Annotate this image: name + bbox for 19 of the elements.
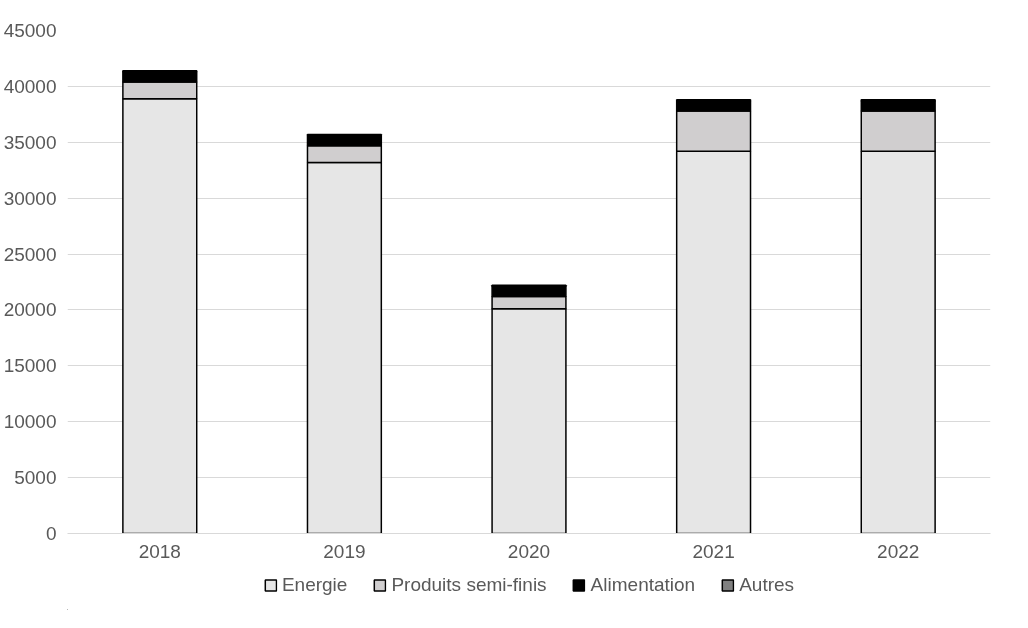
- y-tick-label: 5000: [14, 467, 57, 489]
- x-tick-label: 2021: [692, 540, 735, 562]
- legend-label: Alimentation: [590, 574, 696, 596]
- legend-label: Produits semi-finis: [391, 574, 547, 596]
- y-tick-label: 35000: [3, 131, 57, 153]
- y-tick-label: 15000: [3, 355, 57, 377]
- y-tick-label: 20000: [3, 299, 57, 321]
- x-tick-label: 2019: [323, 540, 366, 562]
- y-tick-label: 45000: [3, 20, 57, 41]
- legend-label: Autres: [739, 574, 795, 596]
- y-tick-label: 40000: [3, 75, 57, 97]
- legend-label: Energie: [281, 574, 348, 596]
- x-tick-label: 2022: [877, 540, 920, 562]
- y-tick-label: 25000: [3, 243, 57, 265]
- y-tick-label: 30000: [3, 187, 57, 209]
- x-tick-label: 2018: [138, 540, 181, 562]
- x-tick-label: 2020: [507, 540, 551, 562]
- y-tick-label: 0: [45, 523, 57, 544]
- y-tick-label: 10000: [3, 411, 57, 433]
